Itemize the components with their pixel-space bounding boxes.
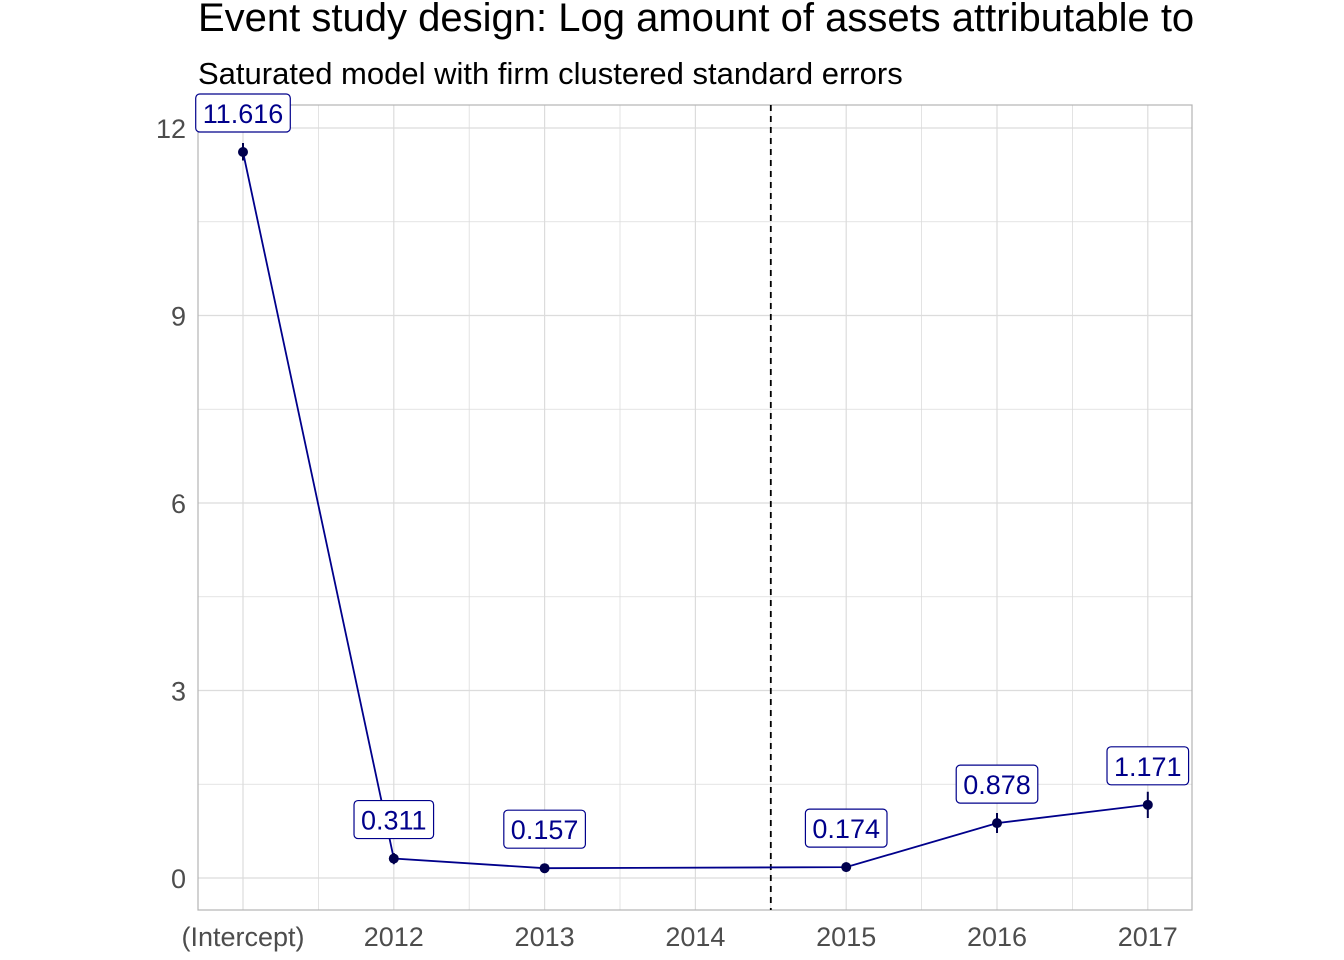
data-label-box	[353, 799, 435, 840]
y-tick-label: 12	[156, 114, 186, 144]
data-label: 0.157	[503, 809, 586, 849]
series-line	[242, 151, 1148, 870]
y-tick-label: 9	[171, 302, 186, 332]
data-label-text: 0.311	[361, 806, 427, 836]
data-point	[1142, 799, 1153, 810]
data-point	[539, 863, 550, 874]
data-labels: 11.616 0.311 0.157 0.174 0.878 1.171	[195, 93, 1190, 849]
y-tick-label: 6	[171, 489, 186, 519]
x-tick-label: 2016	[967, 922, 1027, 952]
chart-title: Event study design: Log amount of assets…	[198, 0, 1194, 40]
data-points	[238, 147, 1153, 874]
x-tick-label: 2013	[515, 922, 575, 952]
data-label: 0.174	[804, 808, 888, 848]
data-label-box	[1106, 746, 1190, 786]
data-label: 0.311	[353, 799, 435, 840]
data-point	[238, 147, 248, 157]
data-label-box	[804, 808, 888, 848]
x-tick-label: (Intercept)	[181, 922, 304, 952]
chart-subtitle: Saturated model with firm clustered stan…	[198, 56, 903, 91]
y-tick-label: 3	[171, 677, 186, 707]
data-label-text: 11.616	[203, 99, 284, 129]
major-gridlines	[198, 105, 1192, 910]
y-tick-label: 0	[171, 864, 186, 894]
data-label-text: 1.171	[1114, 752, 1182, 782]
data-point	[841, 862, 852, 873]
data-label-box	[195, 93, 291, 133]
x-tick-label: 2017	[1118, 922, 1178, 952]
x-axis-tick-labels: (Intercept) 2012 2013 2014 2015 2016 2017	[181, 922, 1177, 952]
data-label-text: 0.157	[511, 815, 579, 845]
panel-border	[197, 104, 1193, 911]
x-tick-label: 2014	[665, 922, 725, 952]
data-label: 1.171	[1106, 746, 1190, 786]
data-point	[992, 818, 1002, 829]
x-tick-label: 2015	[816, 922, 876, 952]
data-label: 11.616	[195, 93, 291, 133]
y-axis-tick-labels: 0 3 6 9 12	[156, 114, 186, 894]
data-label-box	[503, 809, 586, 849]
data-label-text: 0.174	[812, 814, 880, 844]
x-tick-label: 2012	[364, 922, 424, 952]
data-label: 0.878	[955, 764, 1039, 804]
data-label-box	[955, 764, 1039, 804]
data-point	[388, 853, 399, 864]
data-label-text: 0.878	[963, 770, 1031, 800]
